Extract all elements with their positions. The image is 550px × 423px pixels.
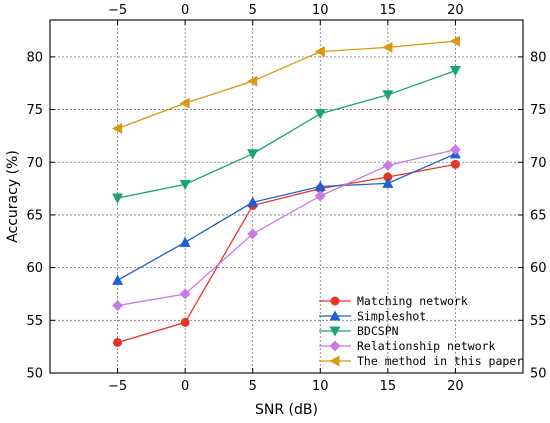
series-line: [117, 69, 456, 199]
legend-label: Matching network: [357, 294, 468, 308]
legend-swatch-marker: [330, 296, 340, 306]
data-point: [449, 66, 461, 77]
data-point: [113, 337, 123, 347]
legend-swatch-marker: [329, 326, 341, 337]
data-point: [112, 193, 124, 204]
data-point: [112, 274, 124, 285]
y-tick-label: 65: [26, 208, 43, 223]
legend-item: BDCSPN: [319, 324, 399, 338]
data-point: [449, 35, 460, 47]
y-tick-label: 75: [26, 103, 43, 118]
series-3: [112, 66, 461, 204]
data-point: [179, 97, 190, 109]
legend-swatch-marker: [329, 310, 341, 321]
data-point: [314, 190, 326, 202]
x-tick-label: 15: [380, 379, 397, 394]
data-point: [382, 177, 394, 188]
data-point: [314, 109, 326, 120]
x-tick-label-top: 5: [249, 3, 257, 18]
y-tick-label-right: 55: [530, 314, 547, 329]
data-point: [382, 90, 394, 101]
y-tick-label-right: 60: [530, 261, 547, 276]
y-tick-label: 55: [26, 314, 43, 329]
y-tick-label-right: 80: [530, 50, 547, 65]
series-4: [112, 144, 461, 311]
data-point: [179, 288, 191, 300]
x-tick-label: −5: [108, 379, 127, 394]
data-point: [382, 159, 394, 171]
legend: Matching networkSimpleshotBDCSPNRelation…: [319, 294, 523, 368]
series-line: [117, 148, 456, 307]
x-tick-label-top: 0: [181, 3, 189, 18]
series-2: [112, 148, 461, 285]
x-axis-title: SNR (dB): [255, 402, 318, 418]
data-point: [179, 179, 191, 191]
legend-label: BDCSPN: [357, 324, 399, 338]
data-point: [247, 196, 259, 207]
legend-item: The method in this paper: [319, 354, 523, 368]
data-point: [111, 123, 123, 135]
y-tick-label: 70: [26, 156, 43, 171]
y-tick-label: 50: [26, 367, 43, 382]
series-group: [111, 35, 461, 347]
x-tick-label: 5: [249, 379, 257, 394]
y-tick-label: 60: [26, 261, 43, 276]
legend-label: Simpleshot: [357, 309, 426, 323]
data-point: [450, 159, 460, 169]
legend-label: Relationship network: [357, 339, 496, 353]
x-tick-label-top: 20: [447, 3, 464, 18]
plot-frame: [49, 19, 524, 374]
data-point: [247, 149, 259, 160]
data-point: [180, 317, 190, 327]
legend-label: The method in this paper: [357, 354, 523, 368]
y-axis-title: Accuracy (%): [5, 150, 21, 243]
y-tick-label-right: 65: [530, 208, 547, 223]
legend-item: Relationship network: [319, 339, 496, 353]
series-line: [117, 40, 456, 130]
data-point: [450, 144, 461, 156]
x-tick-label: 20: [447, 379, 464, 394]
x-tick-label-top: −5: [108, 3, 127, 18]
legend-item: Simpleshot: [319, 309, 426, 323]
x-tick-label: 10: [312, 379, 329, 394]
y-tick-label-right: 75: [530, 103, 547, 118]
x-tick-label-top: 15: [380, 3, 397, 18]
data-point: [247, 228, 259, 240]
series-5: [111, 35, 460, 135]
x-tick-label-top: 10: [312, 3, 329, 18]
x-tick-label: 0: [181, 379, 189, 394]
series-line: [117, 153, 456, 281]
series-line: [117, 163, 456, 344]
y-tick-label-right: 70: [530, 156, 547, 171]
legend-swatch-marker: [329, 355, 340, 367]
data-point: [382, 41, 393, 53]
y-tick-label-right: 50: [530, 367, 547, 382]
y-tick-label: 80: [26, 50, 43, 65]
data-point: [314, 46, 325, 58]
data-point: [247, 75, 258, 87]
legend-swatch-marker: [329, 340, 341, 352]
data-point: [179, 236, 191, 247]
legend-item: Matching network: [319, 294, 468, 308]
data-point: [112, 300, 123, 311]
